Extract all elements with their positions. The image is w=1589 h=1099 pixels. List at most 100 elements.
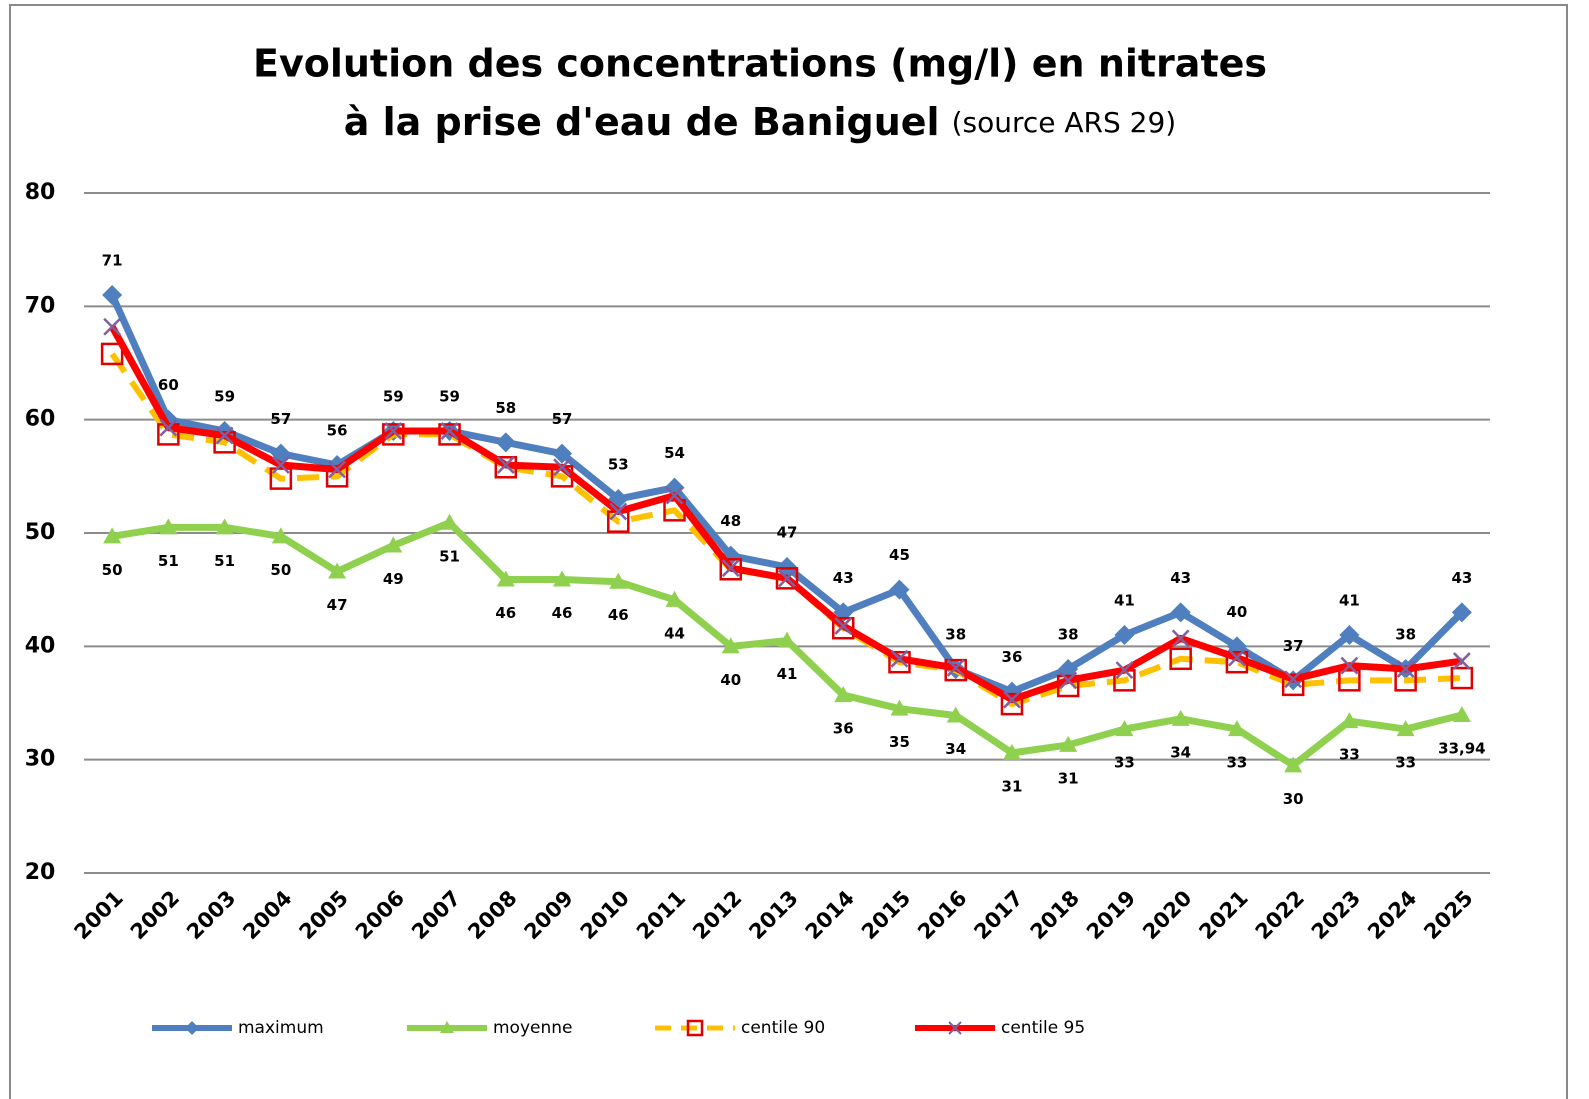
marker	[271, 527, 290, 544]
marker	[778, 569, 796, 588]
data-label: 30	[1283, 790, 1304, 808]
series: 50 51 51 50 47 49 51 46 46 46 44 40 41 36 35 34 31 31 33 34…	[102, 513, 1486, 808]
data-label: 51	[214, 552, 235, 570]
data-label: 41	[777, 665, 798, 683]
marker	[553, 458, 571, 477]
marker	[328, 460, 346, 479]
marker	[328, 562, 347, 579]
marker	[553, 570, 572, 587]
marker	[834, 686, 853, 703]
y-tick-label: 70	[25, 293, 56, 318]
chart-title: à la prise d'eau de Baniguel	[344, 100, 940, 144]
data-label: 47	[777, 524, 798, 542]
data-label: 31	[1002, 777, 1023, 795]
chart-title: Evolution des concentrations (mg/l) en n…	[253, 42, 1267, 86]
marker	[609, 502, 628, 521]
data-label: 34	[945, 740, 966, 758]
y-tick-label: 50	[25, 520, 56, 545]
data-label: 41	[1114, 592, 1135, 610]
data-label: 56	[327, 422, 348, 440]
data-label: 58	[495, 399, 516, 417]
marker	[1169, 647, 1192, 671]
chart-title-line2: à la prise d'eau de Baniguel (source ARS …	[344, 100, 1176, 144]
legend-label: centile 95	[1001, 1018, 1085, 1038]
data-label: 47	[327, 596, 348, 614]
data-label: 43	[1451, 569, 1472, 587]
marker	[1396, 660, 1415, 678]
legend-label: maximum	[238, 1018, 324, 1038]
marker	[609, 572, 628, 589]
data-label: 40	[720, 671, 741, 689]
marker	[1115, 661, 1134, 680]
marker	[1170, 602, 1191, 623]
chart-frame	[9, 4, 1568, 1099]
legend-label: moyenne	[493, 1018, 573, 1038]
marker	[1114, 625, 1135, 645]
marker	[721, 559, 740, 578]
marker	[496, 456, 515, 474]
marker	[103, 317, 122, 336]
marker	[440, 513, 459, 530]
marker	[778, 631, 796, 648]
marker	[1059, 735, 1078, 752]
marker	[1452, 652, 1471, 670]
data-label: 38	[945, 626, 966, 644]
marker	[1227, 720, 1246, 737]
marker	[1338, 669, 1361, 692]
data-label: 49	[383, 570, 404, 588]
data-label: 59	[383, 388, 404, 406]
marker	[1452, 706, 1471, 723]
marker	[889, 579, 910, 600]
marker	[1171, 709, 1190, 726]
legend-marker	[440, 1021, 454, 1033]
data-label: 44	[664, 624, 685, 642]
marker	[102, 285, 123, 305]
data-label: 57	[270, 410, 291, 428]
data-label: 51	[439, 547, 460, 565]
marker	[946, 658, 965, 677]
marker	[1284, 670, 1303, 689]
marker	[496, 570, 515, 587]
data-label: 33	[1114, 754, 1135, 772]
marker	[100, 342, 124, 366]
marker	[1339, 625, 1360, 645]
marker	[1281, 673, 1305, 697]
marker	[1003, 690, 1021, 709]
data-label: 46	[495, 604, 516, 622]
marker	[384, 536, 403, 553]
series	[103, 317, 1471, 709]
marker	[269, 467, 293, 490]
marker	[1340, 656, 1359, 675]
data-label: 59	[439, 388, 460, 406]
legend-marker	[686, 1019, 704, 1037]
legend-marker	[948, 1021, 962, 1035]
marker	[890, 699, 909, 716]
data-label: 36	[833, 720, 854, 738]
data-label: 50	[270, 561, 291, 579]
marker	[946, 706, 965, 723]
data-label: 43	[1170, 569, 1191, 587]
marker	[1002, 743, 1021, 760]
marker	[665, 486, 684, 505]
marker	[495, 432, 516, 453]
marker	[1340, 712, 1359, 729]
marker	[1228, 648, 1246, 667]
data-label: 46	[552, 604, 573, 622]
data-label: 57	[552, 410, 573, 428]
data-label: 54	[664, 444, 685, 462]
legend-marker	[185, 1021, 199, 1035]
marker	[215, 518, 234, 535]
data-label: 33	[1339, 746, 1360, 764]
data-label: 40	[1226, 603, 1247, 621]
marker	[215, 426, 234, 445]
marker	[1284, 756, 1303, 773]
legend-label: centile 90	[741, 1018, 825, 1038]
data-label: 31	[1058, 769, 1079, 787]
y-tick-label: 60	[25, 407, 56, 432]
marker	[1171, 629, 1190, 648]
data-label: 46	[608, 606, 629, 624]
data-label: 60	[158, 376, 179, 394]
data-label: 50	[102, 561, 123, 579]
marker	[721, 637, 740, 654]
data-label: 48	[720, 512, 741, 530]
